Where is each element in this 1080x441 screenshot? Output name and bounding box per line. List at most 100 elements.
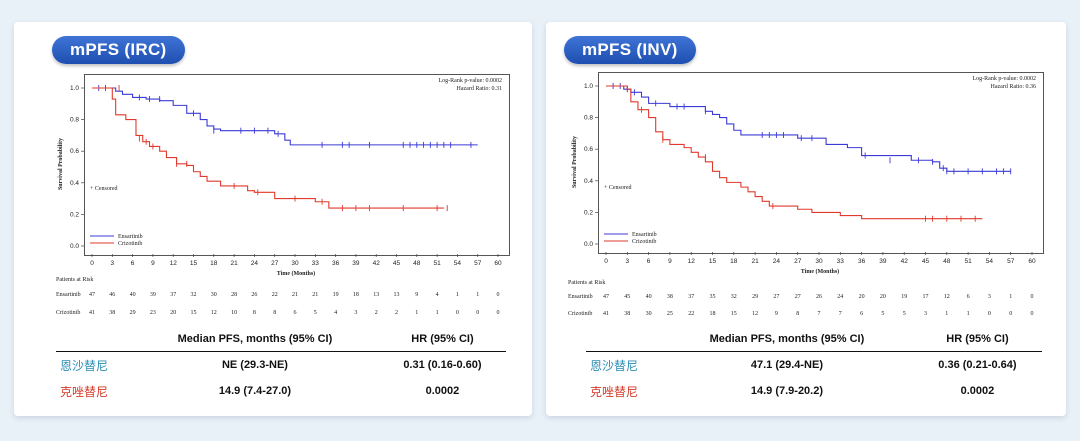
risk-count: 0 — [1009, 311, 1013, 317]
risk-row-crizotinib-irc: Crizotinib 41 38 29 23 20 15 12 10 8 8 6 5 4 3 2 2 1 1 0 0 0 — [56, 310, 532, 318]
hr-value: 0.36 (0.21-0.64) — [938, 359, 1017, 371]
risk-count: 13 — [393, 292, 400, 298]
risk-count: 22 — [271, 292, 278, 298]
risk-count: 5 — [902, 311, 906, 317]
risk-count: 9 — [415, 292, 419, 298]
risk-row-crizotinib-inv: Crizotinib 41 38 30 25 22 18 15 12 9 8 7 7 6 5 5 3 1 1 0 0 0 — [568, 311, 1066, 319]
x-tick-label: 24 — [773, 258, 781, 265]
legend-label-ensartinib: Ensartinib — [118, 234, 143, 240]
x-tick-label: 57 — [1007, 258, 1015, 265]
x-tick-label: 18 — [210, 260, 218, 267]
risk-row-label: Ensartinib — [56, 292, 81, 298]
risk-count: 29 — [752, 294, 759, 300]
risk-count: 0 — [455, 310, 459, 316]
risk-count: 13 — [373, 292, 380, 298]
risk-count: 1 — [415, 310, 419, 316]
y-tick-label: 0.0 — [70, 243, 79, 250]
risk-count: 32 — [190, 292, 197, 298]
x-tick-label: 24 — [251, 260, 259, 267]
risk-count: 1 — [435, 310, 439, 316]
x-tick-label: 21 — [751, 258, 759, 265]
risk-count: 12 — [210, 310, 217, 316]
x-tick-label: 54 — [986, 258, 994, 265]
y-tick-label: 0.0 — [584, 241, 593, 248]
risk-row-label: Crizotinib — [568, 311, 593, 317]
risk-count: 0 — [496, 292, 500, 298]
x-tick-label: 18 — [730, 258, 738, 265]
risk-count: 4 — [435, 292, 439, 298]
y-tick-label: 1.0 — [584, 83, 593, 90]
legend-label-crizotinib: Crizotinib — [118, 241, 142, 247]
panel-title-inv: mPFS (INV) — [564, 36, 696, 64]
drug-label-crizotinib: 克唑替尼 — [590, 384, 639, 399]
x-tick-label: 15 — [709, 258, 717, 265]
risk-count: 12 — [943, 294, 950, 300]
x-tick-label: 12 — [170, 260, 178, 267]
table-header — [56, 327, 131, 352]
x-tick-label: 33 — [312, 260, 320, 267]
x-tick-label: 27 — [271, 260, 279, 267]
km-plot-inv — [598, 72, 1044, 254]
drug-label-ensartinib: 恩沙替尼 — [60, 358, 109, 373]
hazard-ratio: Hazard Ratio: 0.31 — [457, 86, 503, 92]
median-pfs-value: 47.1 (29.4-NE) — [750, 359, 824, 371]
km-plot-irc — [84, 74, 510, 256]
y-tick-label: 0.8 — [584, 115, 593, 122]
risk-row-label: Crizotinib — [56, 310, 81, 316]
y-tick-label: 0.8 — [70, 117, 79, 124]
risk-count: 6 — [966, 294, 970, 300]
x-tick-label: 39 — [879, 258, 887, 265]
risk-count: 17 — [922, 294, 929, 300]
x-tick-label: 36 — [858, 258, 866, 265]
censored-note: + Censored — [90, 186, 118, 192]
x-tick-label: 6 — [131, 260, 135, 267]
x-tick-label: 36 — [332, 260, 340, 267]
x-tick-label: 15 — [190, 260, 198, 267]
risk-count: 40 — [129, 292, 136, 298]
y-axis-label: Survival Probability — [58, 138, 64, 190]
risk-count: 8 — [273, 310, 277, 316]
panel-inv: mPFS (INV) 0.0 0.2 0.4 0.6 0.8 1.0 0 3 6 9 12 15 18 2… — [546, 22, 1066, 416]
x-tick-label: 42 — [373, 260, 381, 267]
x-tick-label: 6 — [647, 258, 651, 265]
risk-count: 0 — [476, 310, 480, 316]
km-line-crizotinib — [92, 87, 444, 209]
risk-count: 7 — [817, 311, 821, 317]
p-value: 0.0002 — [425, 385, 460, 397]
logrank-pvalue: Log-Rank p-value: 0.0002 — [973, 76, 1037, 82]
risk-count: 2 — [374, 310, 378, 316]
table-header: Median PFS, months (95% CI) — [661, 327, 913, 352]
hazard-ratio: Hazard Ratio: 0.36 — [991, 84, 1037, 90]
x-tick-label: 3 — [625, 258, 629, 265]
drug-label-crizotinib: 克唑替尼 — [60, 384, 109, 399]
risk-count: 7 — [838, 311, 842, 317]
risk-row-ensartinib-irc: Ensartinib 47 46 40 39 37 32 30 28 26 22 21 21 19 18 13… — [56, 292, 532, 300]
risk-row-ensartinib-inv: Ensartinib 47 45 40 38 37 35 32 29 27 27 26 24 20 20 19… — [568, 294, 1066, 302]
x-tick-label: 42 — [901, 258, 909, 265]
risk-count: 30 — [645, 311, 652, 317]
km-chart-irc: 0.00.20.40.60.81.00 3 6 9 12 15 18 21 24 27 30 33 36… — [58, 78, 503, 277]
risk-count: 38 — [109, 310, 116, 316]
risk-count: 24 — [837, 294, 844, 300]
x-tick-label: 21 — [230, 260, 238, 267]
x-axis-label: Time (Months) — [277, 270, 315, 277]
risk-count: 0 — [987, 311, 991, 317]
risk-count: 21 — [312, 292, 319, 298]
legend-label-crizotinib: Crizotinib — [632, 239, 656, 245]
hr-value: 0.31 (0.16-0.60) — [403, 359, 482, 371]
risk-count: 40 — [645, 294, 652, 300]
table-row: 恩沙替尼 47.1 (29.4-NE) 0.36 (0.21-0.64) — [586, 352, 1042, 379]
risk-count: 29 — [129, 310, 136, 316]
risk-count: 0 — [1030, 311, 1034, 317]
risk-count: 25 — [666, 311, 673, 317]
x-tick-label: 51 — [433, 260, 441, 267]
risk-count: 8 — [252, 310, 256, 316]
x-tick-label: 45 — [393, 260, 401, 267]
y-tick-label: 0.6 — [70, 148, 79, 155]
risk-count: 38 — [624, 311, 631, 317]
risk-count: 3 — [354, 310, 358, 316]
table-header: HR (95% CI) — [378, 327, 506, 352]
risk-count: 26 — [816, 294, 822, 300]
x-tick-label: 51 — [964, 258, 972, 265]
panel-title-irc: mPFS (IRC) — [52, 36, 185, 64]
